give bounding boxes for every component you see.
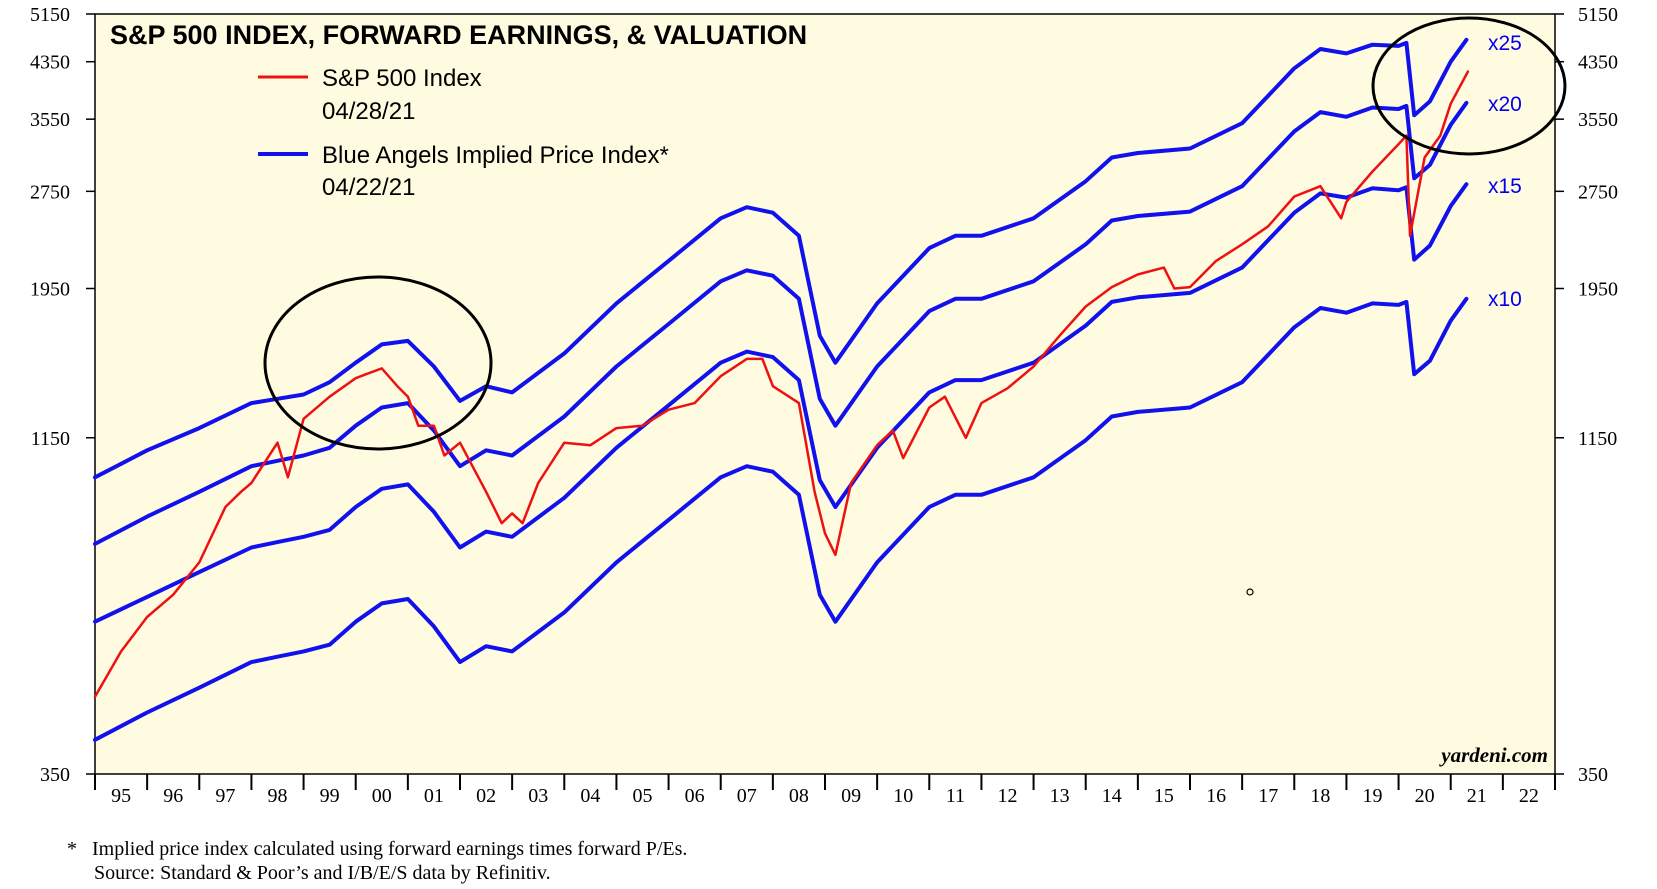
y-tick-label-right: 5150 [1578, 4, 1618, 26]
x-tick-label: 09 [841, 785, 861, 807]
y-tick-label-right: 2750 [1578, 181, 1618, 203]
series-line-x20 [93, 100, 1469, 546]
y-axis-left: 5150 4350 3550 2750 1950 1150 350 [30, 4, 95, 786]
y-tick-label-left: 2750 [30, 181, 70, 203]
series-line-x15 [93, 182, 1469, 624]
x-tick-label: 99 [320, 785, 340, 807]
legend-label-blue-angels: Blue Angels Implied Price Index* [322, 142, 669, 169]
footnote-line-1: * Implied price index calculated using f… [67, 838, 687, 861]
multiple-label-x15: x15 [1488, 175, 1522, 198]
y-tick-label-right: 1950 [1578, 279, 1618, 301]
x-tick-label: 17 [1258, 785, 1278, 807]
footnote-text: Implied price index calculated using for… [92, 838, 688, 860]
x-tick-label: 08 [789, 785, 809, 807]
series-line-x25 [93, 37, 1469, 480]
x-tick-label: 13 [1050, 785, 1070, 807]
legend-label-sp500: S&P 500 Index [322, 65, 482, 92]
y-tick-label-right: 1150 [1578, 428, 1617, 450]
x-tick-label: 21 [1467, 785, 1487, 807]
x-tick-label: 06 [685, 785, 705, 807]
y-tick-label-left: 350 [40, 764, 70, 786]
y-tick-label-left: 1950 [30, 279, 70, 301]
multiple-label-x10: x10 [1488, 288, 1522, 311]
y-tick-label-right: 4350 [1578, 52, 1618, 74]
x-tick-label: 05 [633, 785, 653, 807]
x-tick-label: 96 [163, 785, 183, 807]
x-tick-label: 00 [372, 785, 392, 807]
y-tick-label-left: 1150 [31, 428, 70, 450]
multiple-label-x20: x20 [1488, 93, 1522, 116]
y-tick-label-left: 4350 [30, 52, 70, 74]
y-tick-label-left: 3550 [30, 109, 70, 131]
series-line-x10 [93, 296, 1469, 742]
y-tick-label-right: 3550 [1578, 109, 1618, 131]
multiple-label-x25: x25 [1488, 32, 1522, 55]
x-tick-label: 11 [946, 785, 965, 807]
x-tick-label: 15 [1154, 785, 1174, 807]
plot-area [94, 13, 1556, 775]
highlight-circle-2021 [1371, 16, 1567, 156]
y-axis-right: 5150 4350 3550 2750 1950 1150 350 [1555, 4, 1618, 786]
chart-title: S&P 500 INDEX, FORWARD EARNINGS, & VALUA… [110, 20, 807, 50]
stray-marker [1246, 588, 1254, 596]
x-tick-label: 01 [424, 785, 444, 807]
x-tick-label: 95 [111, 785, 131, 807]
yardeni-watermark: yardeni.com [1438, 743, 1548, 767]
x-tick-label: 16 [1206, 785, 1226, 807]
series-line-s-p-500-index [93, 70, 1470, 699]
y-tick-label-left: 5150 [30, 4, 70, 26]
x-tick-label: 03 [528, 785, 548, 807]
footnote-marker: * [67, 838, 77, 860]
legend-date-sp500: 04/28/21 [322, 98, 415, 125]
y-tick-label-right: 350 [1578, 764, 1608, 786]
x-tick-label: 07 [737, 785, 757, 807]
x-tick-label: 19 [1363, 785, 1383, 807]
highlight-circle-2000 [263, 275, 493, 451]
legend: S&P 500 Index 04/28/21 Blue Angels Impli… [258, 65, 669, 201]
x-tick-label: 20 [1415, 785, 1435, 807]
x-tick-label: 12 [998, 785, 1018, 807]
x-tick-label: 18 [1310, 785, 1330, 807]
x-tick-label: 04 [580, 785, 600, 807]
series-layer [93, 37, 1470, 742]
x-tick-label: 22 [1519, 785, 1539, 807]
x-tick-label: 14 [1102, 785, 1122, 807]
x-tick-label: 10 [893, 785, 913, 807]
x-tick-label: 02 [476, 785, 496, 807]
x-tick-label: 98 [268, 785, 288, 807]
x-tick-label: 97 [215, 785, 235, 807]
footnote-line-2: Source: Standard & Poor’s and I/B/E/S da… [94, 862, 551, 884]
x-axis: 95 96 97 98 99 00 01 02 03 04 05 06 07 08 09 10 11 12 13 14… [94, 774, 1556, 807]
legend-date-blue-angels: 04/22/21 [322, 174, 415, 201]
